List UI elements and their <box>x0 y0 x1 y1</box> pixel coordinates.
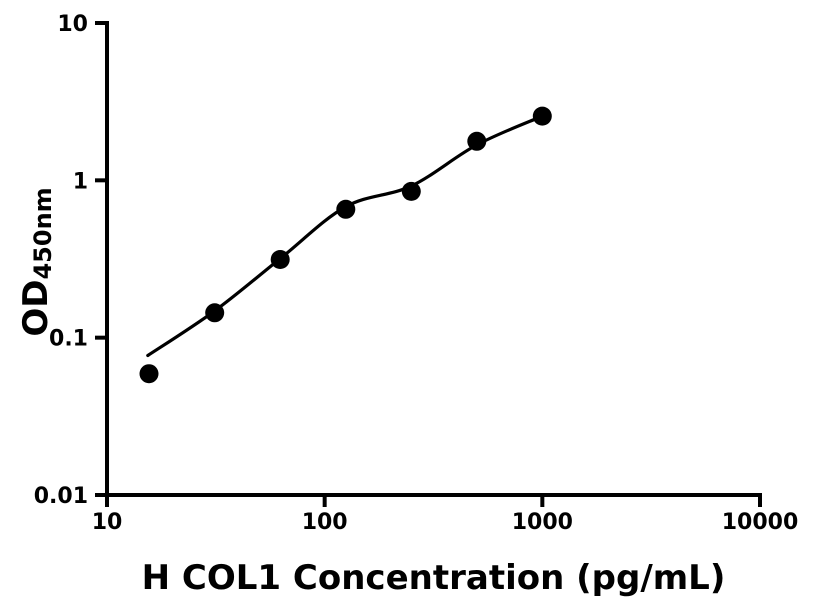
y-tick-label: 0.1 <box>49 327 88 352</box>
data-point-marker <box>205 303 225 323</box>
x-tick-label: 10 <box>92 510 123 535</box>
x-tick-label: 10000 <box>722 510 799 535</box>
x-tick-label: 100 <box>302 510 348 535</box>
x-tick-label: 1000 <box>512 510 573 535</box>
y-tick-label: 1 <box>73 169 88 194</box>
data-point-marker <box>336 199 356 219</box>
x-axis-title: H COL1 Concentration (pg/mL) <box>141 558 726 598</box>
y-tick-label: 0.01 <box>34 484 88 509</box>
data-point-marker <box>467 131 487 151</box>
data-point-marker <box>139 364 159 384</box>
data-point-marker <box>532 106 552 126</box>
y-axis-title-base: OD <box>16 279 56 337</box>
fitted-curve <box>146 114 544 358</box>
y-axis-title-subscript: 450nm <box>29 187 57 280</box>
data-point-marker <box>270 250 290 269</box>
y-tick-label: 10 <box>57 12 88 37</box>
y-axis-title: OD450nm <box>16 187 57 337</box>
data-point-marker <box>401 181 421 201</box>
